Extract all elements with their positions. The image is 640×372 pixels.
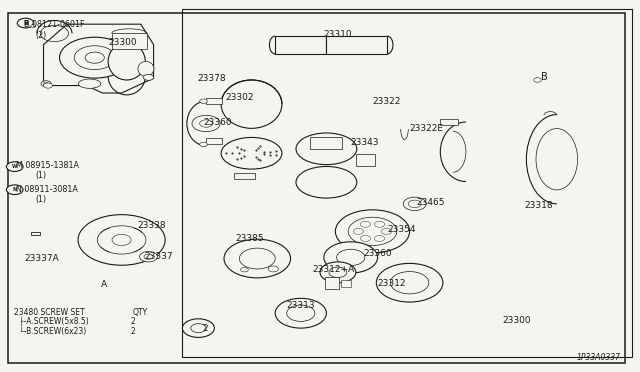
Ellipse shape xyxy=(536,129,577,190)
Text: 2: 2 xyxy=(131,327,135,336)
Ellipse shape xyxy=(138,61,154,76)
Circle shape xyxy=(320,262,356,283)
Circle shape xyxy=(224,239,291,278)
Circle shape xyxy=(200,99,207,103)
Text: 23322E: 23322E xyxy=(410,124,444,133)
Circle shape xyxy=(381,228,392,234)
Text: 23300: 23300 xyxy=(502,316,531,325)
Circle shape xyxy=(60,37,130,78)
Ellipse shape xyxy=(221,80,282,128)
Circle shape xyxy=(6,185,23,195)
Text: 23343: 23343 xyxy=(351,138,380,147)
Circle shape xyxy=(140,251,157,262)
Text: 23337: 23337 xyxy=(144,252,173,261)
Circle shape xyxy=(143,74,154,80)
Bar xyxy=(356,154,375,166)
Bar xyxy=(182,9,632,357)
Text: N: N xyxy=(13,187,17,192)
Text: (2): (2) xyxy=(35,31,47,40)
Text: 23312: 23312 xyxy=(378,279,406,288)
Text: (1): (1) xyxy=(35,195,46,204)
Circle shape xyxy=(31,25,36,28)
Circle shape xyxy=(268,266,278,272)
Text: └‐B.SCREW(6x23): └‐B.SCREW(6x23) xyxy=(19,327,86,336)
Bar xyxy=(275,36,326,54)
Polygon shape xyxy=(234,173,255,179)
Circle shape xyxy=(200,142,207,147)
Text: 23360: 23360 xyxy=(364,249,392,258)
Circle shape xyxy=(275,298,326,328)
Text: B: B xyxy=(541,73,548,82)
Text: 23385: 23385 xyxy=(236,234,264,243)
Text: 23313: 23313 xyxy=(287,301,316,310)
Bar xyxy=(326,36,387,54)
Ellipse shape xyxy=(296,133,357,165)
Bar xyxy=(310,137,342,149)
Circle shape xyxy=(374,235,385,241)
Ellipse shape xyxy=(108,43,145,80)
Bar xyxy=(341,280,351,287)
Circle shape xyxy=(534,78,541,82)
Text: 23480 SCREW SET: 23480 SCREW SET xyxy=(14,308,84,317)
Circle shape xyxy=(192,115,220,132)
Text: 23322: 23322 xyxy=(372,97,401,106)
Text: QTY: QTY xyxy=(132,308,148,317)
Circle shape xyxy=(17,18,34,28)
Text: W: W xyxy=(12,164,17,169)
Ellipse shape xyxy=(296,167,357,198)
Text: 2: 2 xyxy=(202,324,208,333)
Text: 23378: 23378 xyxy=(197,74,226,83)
Bar xyxy=(206,98,222,104)
Polygon shape xyxy=(31,232,40,235)
Text: 1P33A0337: 1P33A0337 xyxy=(577,353,621,362)
Text: N 08911-3081A: N 08911-3081A xyxy=(16,185,78,194)
Bar xyxy=(440,119,458,125)
Text: 2: 2 xyxy=(131,317,135,326)
Text: 23360: 23360 xyxy=(204,118,232,126)
Circle shape xyxy=(376,263,443,302)
Circle shape xyxy=(182,319,214,337)
Text: 23338: 23338 xyxy=(138,221,166,230)
Text: 23337A: 23337A xyxy=(24,254,59,263)
Text: 23318: 23318 xyxy=(525,201,554,210)
Text: 23354: 23354 xyxy=(387,225,416,234)
Circle shape xyxy=(360,235,371,241)
Text: ├‐A.SCREW(5x8.5): ├‐A.SCREW(5x8.5) xyxy=(19,317,89,326)
Text: B 08121-0601F: B 08121-0601F xyxy=(24,20,85,29)
Circle shape xyxy=(374,221,385,227)
Text: 23312+A: 23312+A xyxy=(312,265,355,274)
Circle shape xyxy=(324,242,378,273)
Circle shape xyxy=(41,81,51,87)
Circle shape xyxy=(241,267,248,272)
Circle shape xyxy=(6,162,23,171)
Circle shape xyxy=(360,221,371,227)
Text: 23300: 23300 xyxy=(109,38,138,47)
Text: A: A xyxy=(100,280,107,289)
Bar xyxy=(325,277,339,289)
Text: B: B xyxy=(23,20,28,26)
Text: (1): (1) xyxy=(35,171,46,180)
Circle shape xyxy=(353,228,364,234)
Text: 23465: 23465 xyxy=(416,198,445,207)
Polygon shape xyxy=(44,24,154,93)
Circle shape xyxy=(78,215,165,265)
Circle shape xyxy=(403,197,426,211)
Circle shape xyxy=(335,210,410,253)
Ellipse shape xyxy=(221,138,282,169)
Text: 23310: 23310 xyxy=(323,30,352,39)
Circle shape xyxy=(44,83,52,88)
Text: 23302: 23302 xyxy=(225,93,254,102)
Bar xyxy=(206,138,222,144)
Ellipse shape xyxy=(79,79,101,89)
Bar xyxy=(112,33,147,49)
Text: M 08915-1381A: M 08915-1381A xyxy=(16,161,79,170)
